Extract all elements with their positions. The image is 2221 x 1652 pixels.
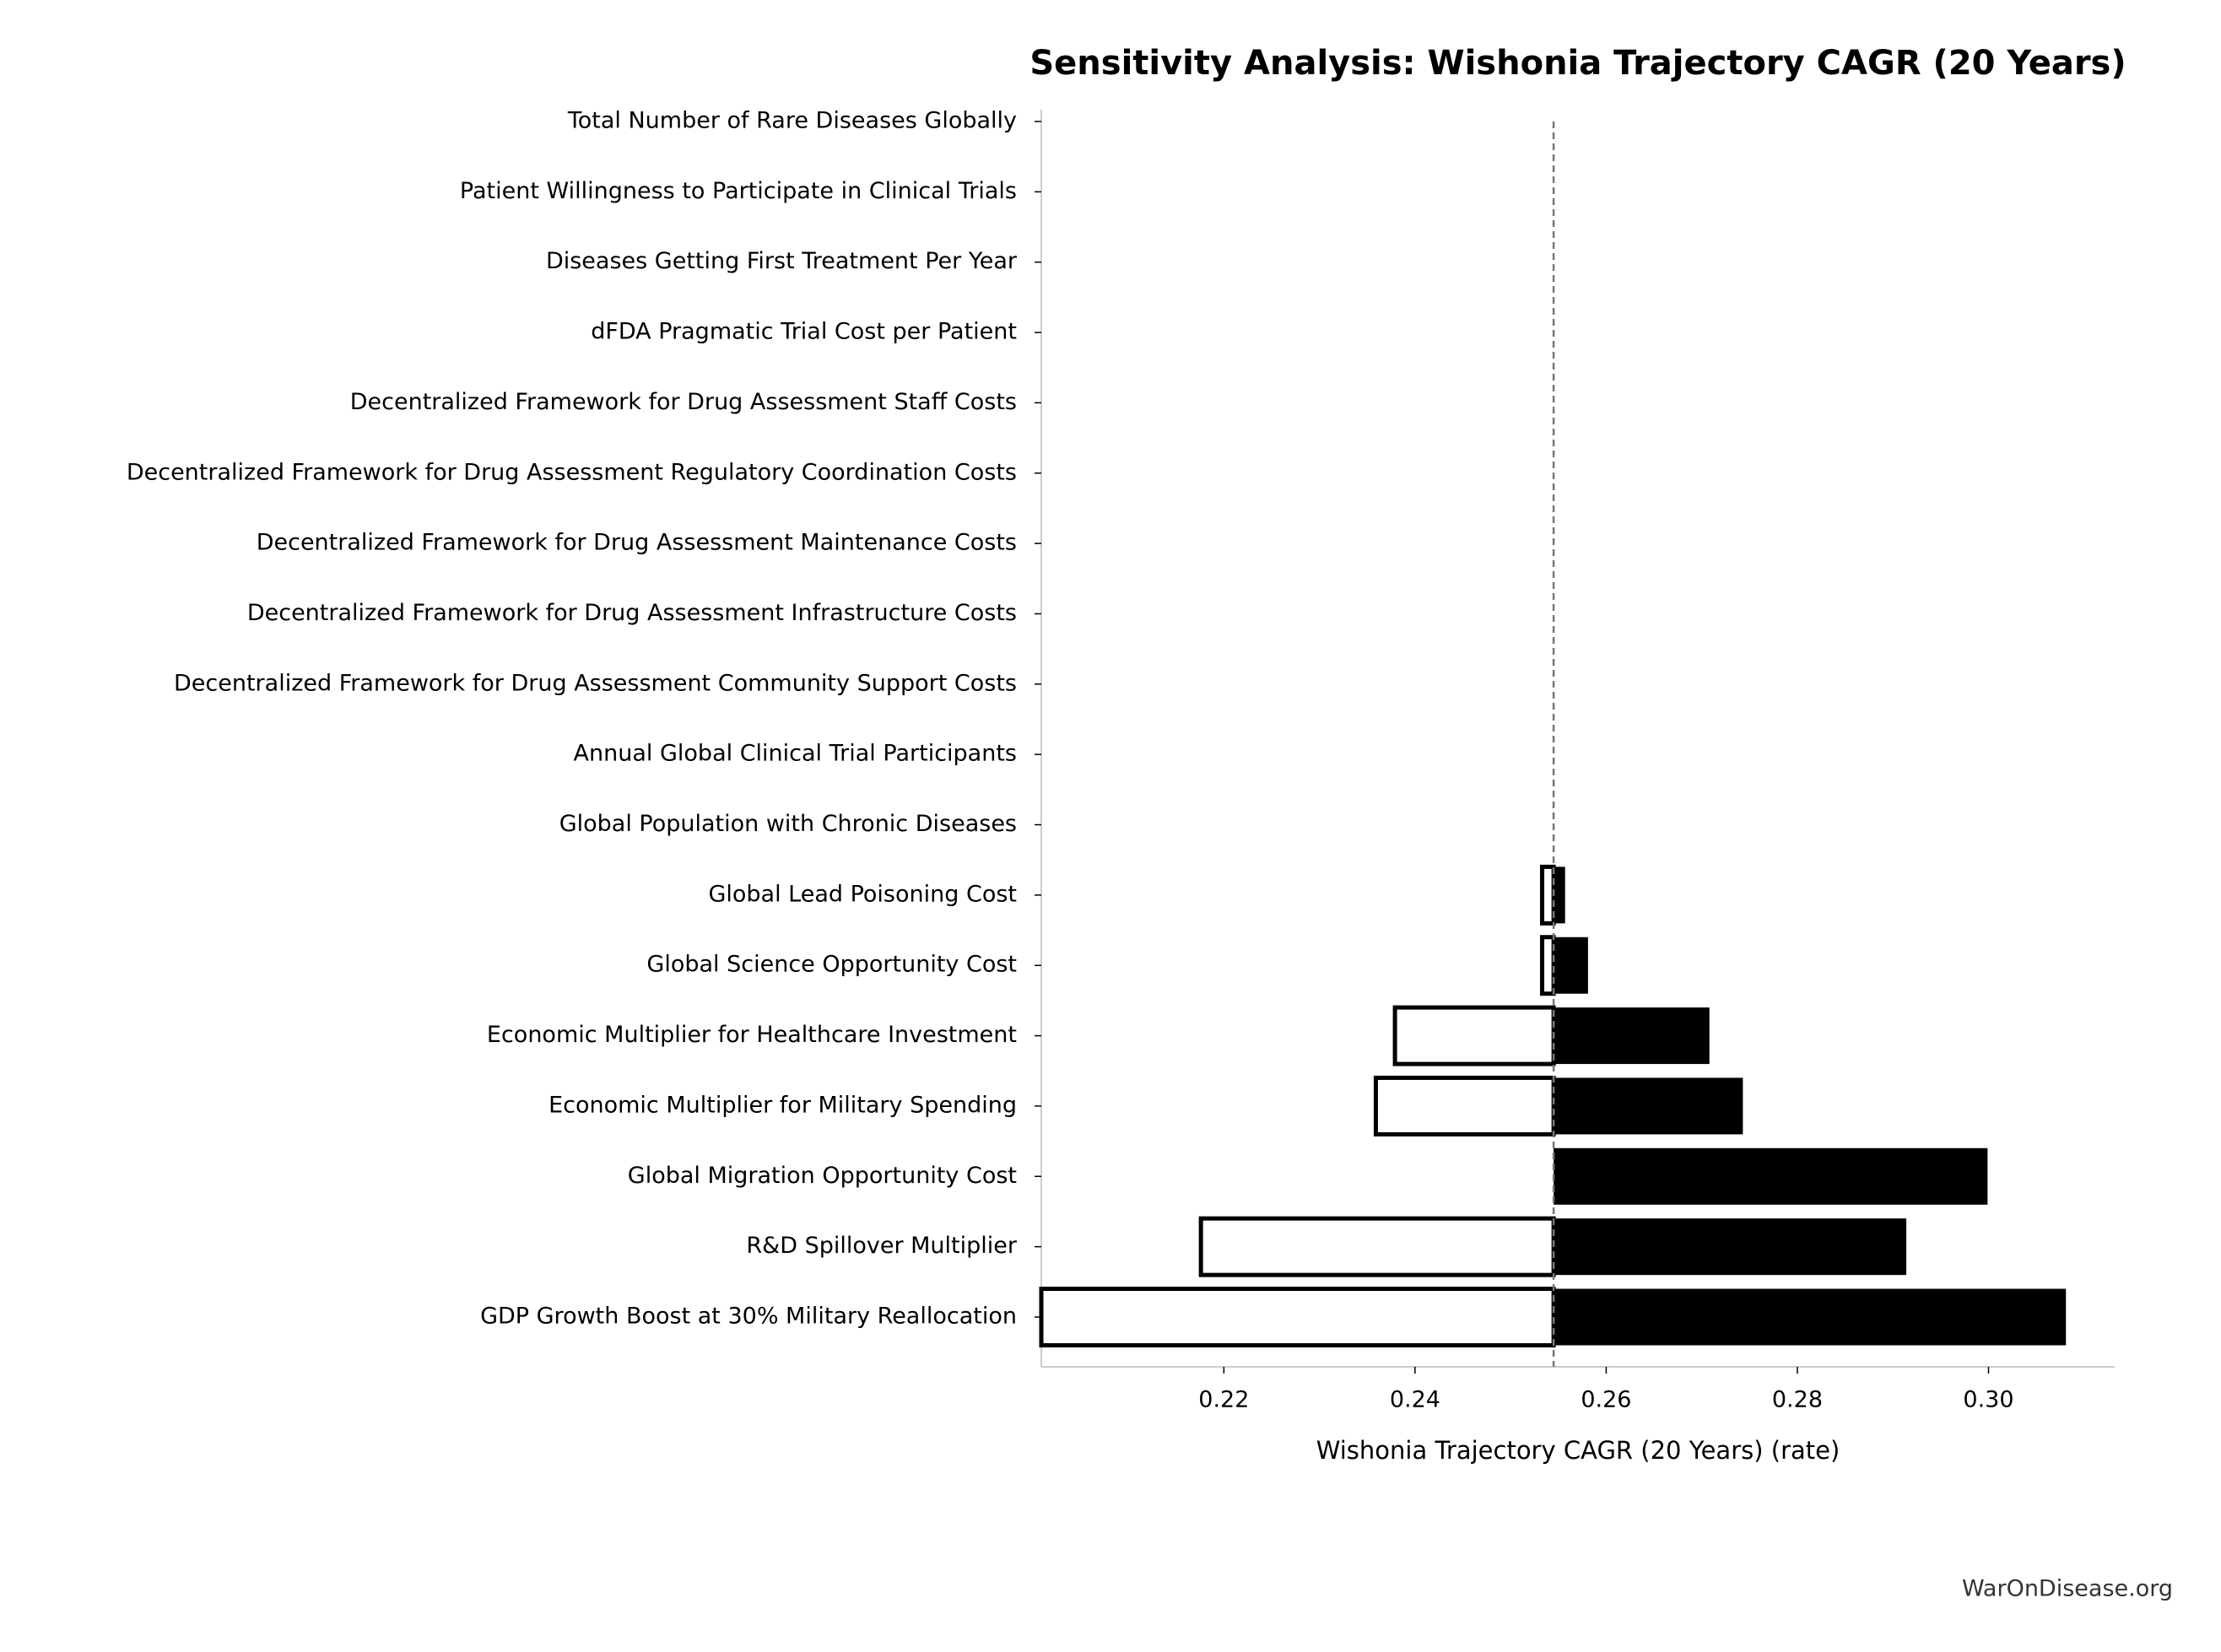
low-bar xyxy=(1540,864,1556,926)
high-bar xyxy=(1554,1007,1710,1065)
y-tick-label: Economic Multiplier for Military Spendin… xyxy=(548,1092,1017,1118)
y-tick-label: Global Population with Chronic Diseases xyxy=(559,811,1017,837)
chart-title: Sensitivity Analysis: Wishonia Trajector… xyxy=(1029,44,2126,83)
y-tick-label: Global Science Opportunity Cost xyxy=(646,952,1017,978)
y-tick-label: Decentralized Framework for Drug Assessm… xyxy=(174,670,1017,696)
low-bar xyxy=(1540,935,1556,996)
y-tick-label: Decentralized Framework for Drug Assessm… xyxy=(350,389,1017,415)
y-tick-label: Global Migration Opportunity Cost xyxy=(628,1163,1017,1189)
x-tick-label: 0.22 xyxy=(1198,1387,1249,1413)
x-tick-label: 0.28 xyxy=(1772,1387,1823,1413)
y-tick-label: Patient Willingness to Participate in Cl… xyxy=(460,178,1017,204)
y-tick-label: Economic Multiplier for Healthcare Inves… xyxy=(487,1022,1017,1048)
high-bar xyxy=(1554,1218,1907,1276)
low-bar xyxy=(1039,1287,1556,1347)
high-bar xyxy=(1554,866,1565,924)
y-tick-label: R&D Spillover Multiplier xyxy=(746,1233,1018,1259)
y-tick-label: Decentralized Framework for Drug Assessm… xyxy=(127,459,1017,485)
low-bar xyxy=(1392,1005,1556,1066)
y-tick-label: Global Lead Poisoning Cost xyxy=(708,881,1017,907)
y-tick-label: dFDA Pragmatic Trial Cost per Patient xyxy=(591,319,1017,345)
low-bar xyxy=(1373,1075,1556,1136)
x-tick-label: 0.30 xyxy=(1963,1387,2013,1413)
y-tick-label: Annual Global Clinical Trial Participant… xyxy=(574,741,1017,767)
high-bar xyxy=(1554,1077,1743,1135)
y-tick-label: Decentralized Framework for Drug Assessm… xyxy=(247,600,1017,626)
source-label: WarOnDisease.org xyxy=(1962,1576,2173,1602)
y-tick-label: Total Number of Rare Diseases Globally xyxy=(567,108,1017,134)
high-bar xyxy=(1554,1288,2067,1346)
y-tick-label: Decentralized Framework for Drug Assessm… xyxy=(257,530,1017,556)
y-tick-label: GDP Growth Boost at 30% Military Realloc… xyxy=(480,1304,1017,1330)
high-bar xyxy=(1554,1147,1988,1205)
high-bar xyxy=(1554,937,1588,994)
x-tick-label: 0.24 xyxy=(1390,1387,1440,1413)
x-axis-label: Wishonia Trajectory CAGR (20 Years) (rat… xyxy=(1316,1436,1840,1465)
low-bar xyxy=(1198,1216,1556,1277)
x-tick-label: 0.26 xyxy=(1581,1387,1631,1413)
y-tick-label: Diseases Getting First Treatment Per Yea… xyxy=(546,248,1018,274)
